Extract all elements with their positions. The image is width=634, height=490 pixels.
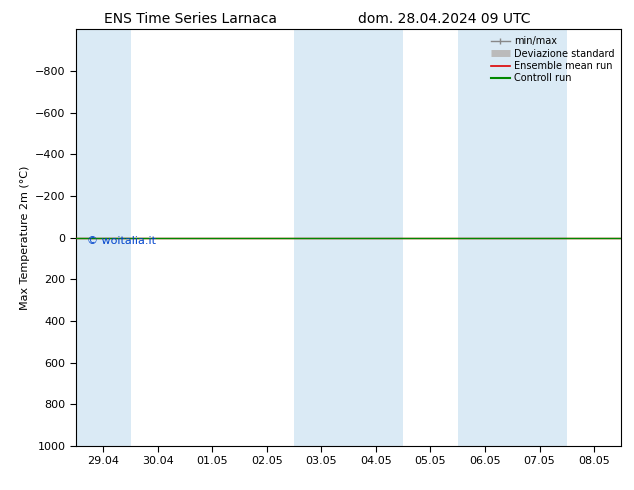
- Bar: [349, 29, 403, 446]
- Legend: min/max, Deviazione standard, Ensemble mean run, Controll run: min/max, Deviazione standard, Ensemble m…: [489, 34, 616, 85]
- Text: dom. 28.04.2024 09 UTC: dom. 28.04.2024 09 UTC: [358, 12, 530, 26]
- Y-axis label: Max Temperature 2m (°C): Max Temperature 2m (°C): [20, 166, 30, 310]
- Bar: [458, 29, 512, 446]
- Bar: [76, 29, 131, 446]
- Text: © woitalia.it: © woitalia.it: [87, 236, 156, 245]
- Bar: [294, 29, 349, 446]
- Text: ENS Time Series Larnaca: ENS Time Series Larnaca: [104, 12, 276, 26]
- Bar: [512, 29, 567, 446]
